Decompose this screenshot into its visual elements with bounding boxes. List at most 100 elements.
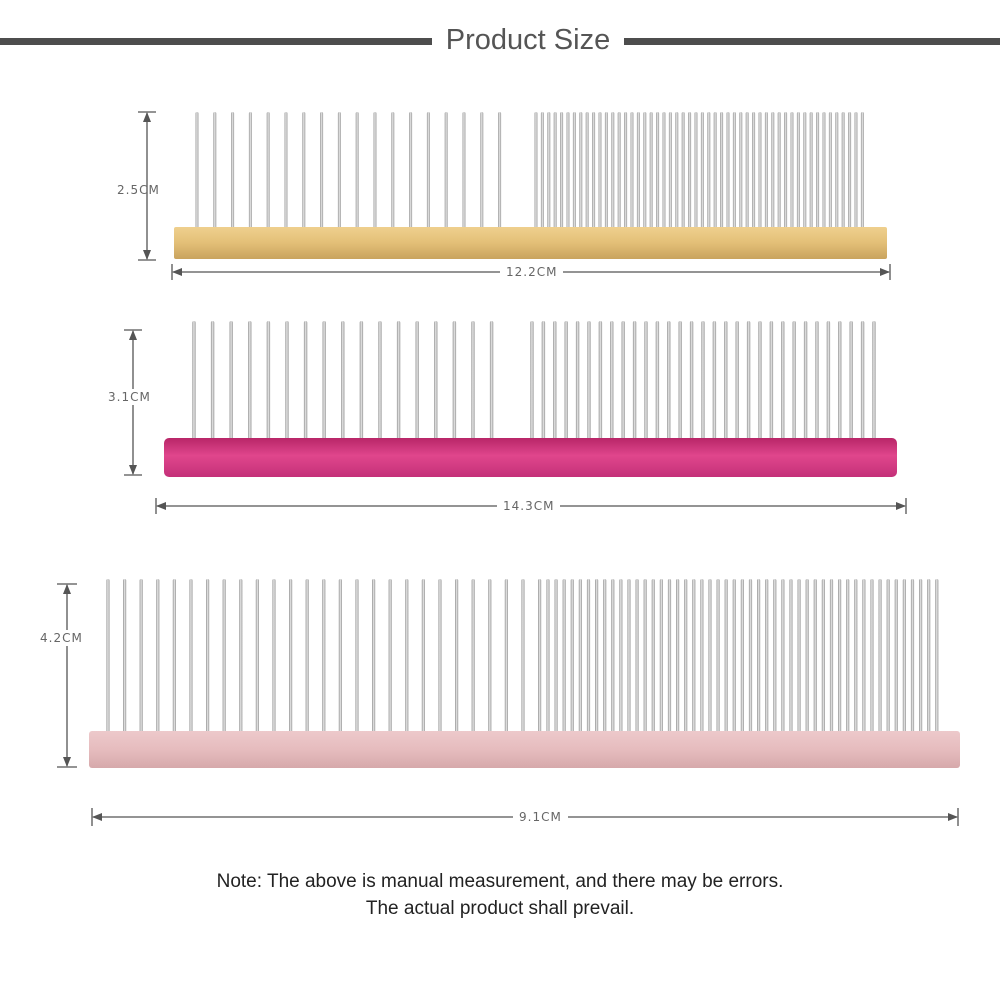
- gold-comb-pin: [266, 112, 270, 230]
- gold-comb-pin: [302, 112, 306, 230]
- gold-comb-pin: [790, 112, 794, 230]
- gold-comb-pin: [816, 112, 820, 230]
- magenta-comb-pin: [712, 321, 717, 441]
- gold-comb-pin: [841, 112, 845, 230]
- pink-comb-pin: [289, 579, 293, 734]
- magenta-comb-pin: [541, 321, 546, 441]
- pink-comb-pin: [338, 579, 342, 734]
- pink-comb-pin: [372, 579, 376, 734]
- magenta-comb-pin: [872, 321, 876, 441]
- magenta-comb-pin: [610, 321, 614, 441]
- gold-comb-height-label: 2.5CM: [117, 183, 160, 197]
- magenta-comb-pin: [678, 321, 682, 441]
- header-bar-left: [0, 38, 432, 45]
- pink-comb-pin: [935, 579, 939, 734]
- gold-comb-pin: [848, 112, 852, 230]
- pink-comb-pin: [123, 579, 127, 734]
- gold-comb-pin: [572, 112, 576, 230]
- pink-comb-pin: [740, 579, 744, 734]
- gold-comb-pin: [784, 112, 788, 230]
- pink-comb-pin: [595, 579, 599, 734]
- magenta-comb-pin: [724, 321, 728, 441]
- note: Note: The above is manual measurement, a…: [0, 868, 1000, 922]
- magenta-comb-pin: [192, 321, 196, 441]
- magenta-comb-pin: [655, 321, 660, 441]
- magenta-comb-pin: [758, 321, 762, 441]
- pink-comb-pin: [716, 579, 720, 734]
- gold-comb-pin: [771, 112, 775, 230]
- pink-comb-pin: [878, 579, 882, 734]
- pink-comb-pin: [421, 579, 425, 734]
- magenta-comb-pin: [644, 321, 648, 441]
- pink-comb-pin: [578, 579, 582, 734]
- pink-comb-pin: [821, 579, 825, 734]
- gold-comb-pin: [668, 112, 672, 230]
- gold-comb-pin: [579, 112, 583, 230]
- pink-comb-pin: [789, 579, 793, 734]
- gold-comb-pin: [720, 112, 724, 230]
- magenta-comb-pin: [210, 321, 215, 441]
- pink-comb-pin: [538, 579, 542, 734]
- gold-comb-pin: [752, 112, 756, 230]
- page-title: Product Size: [445, 24, 611, 56]
- gold-comb-spine: [174, 227, 887, 259]
- magenta-comb-pin: [378, 321, 382, 441]
- magenta-comb-pin: [396, 321, 401, 441]
- pink-comb-width-label: 9.1CM: [513, 810, 568, 824]
- magenta-comb-pin: [632, 321, 637, 441]
- pink-comb-pins: [106, 579, 939, 734]
- magenta-comb-pins: [192, 321, 876, 441]
- gold-comb-pin: [688, 112, 692, 230]
- magenta-comb-pin: [359, 321, 364, 441]
- pink-comb-pin: [886, 579, 890, 734]
- pink-comb-pin: [562, 579, 566, 734]
- pink-comb-pin: [106, 579, 110, 734]
- pink-comb-pin: [455, 579, 459, 734]
- pink-comb-pin: [894, 579, 898, 734]
- magenta-comb-pin: [667, 321, 671, 441]
- pink-comb-pin: [692, 579, 696, 734]
- pink-comb-pin: [611, 579, 615, 734]
- magenta-comb-pin: [553, 321, 557, 441]
- pink-comb-spine: [89, 731, 960, 768]
- magenta-comb-pin: [266, 321, 271, 441]
- note-line-1: Note: The above is manual measurement, a…: [216, 871, 784, 892]
- pink-comb-pin: [927, 579, 931, 734]
- pink-comb-pin: [570, 579, 574, 734]
- magenta-comb-pin: [530, 321, 534, 441]
- gold-comb-pins: [195, 112, 864, 230]
- magenta-comb-pin: [575, 321, 580, 441]
- magenta-comb-pin: [303, 321, 308, 441]
- header-bar-right: [624, 38, 1000, 45]
- pink-comb-pin: [870, 579, 874, 734]
- pink-comb-pin: [586, 579, 591, 734]
- pink-comb-pin: [838, 579, 842, 734]
- magenta-comb-pin: [564, 321, 568, 441]
- gold-comb-pin: [739, 112, 743, 230]
- gold-comb-pin: [534, 112, 538, 230]
- gold-comb-pin: [426, 112, 430, 230]
- pink-comb-pin: [748, 579, 753, 734]
- gold-comb-pin: [480, 112, 484, 230]
- pink-comb-pin: [846, 579, 850, 734]
- pink-comb-pin: [708, 579, 712, 734]
- gold-comb-pin: [553, 112, 557, 230]
- magenta-comb-pin: [792, 321, 796, 441]
- pink-comb-pin: [139, 579, 143, 734]
- gold-comb-pin: [713, 112, 717, 230]
- pink-comb-pin: [546, 579, 550, 734]
- note-line-2: The actual product shall prevail.: [365, 898, 635, 919]
- gold-comb-pin: [592, 112, 596, 230]
- gold-comb-pin: [694, 112, 698, 230]
- pink-comb-pin: [405, 579, 409, 734]
- gold-comb-pin: [585, 112, 589, 230]
- gold-comb-pin: [803, 112, 807, 230]
- gold-comb-pin: [248, 112, 252, 230]
- magenta-comb-pin: [248, 321, 252, 441]
- gold-comb-pin: [636, 112, 640, 230]
- gold-comb-pin: [854, 112, 858, 230]
- pink-comb-pin: [504, 579, 508, 734]
- gold-comb-pin: [860, 112, 864, 230]
- gold-comb-pin: [373, 112, 377, 230]
